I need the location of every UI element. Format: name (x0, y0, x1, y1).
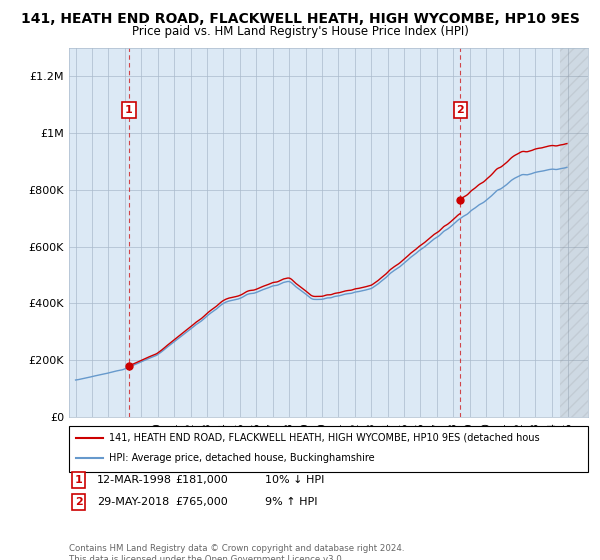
Text: HPI: Average price, detached house, Buckinghamshire: HPI: Average price, detached house, Buck… (109, 452, 375, 463)
Text: 9% ↑ HPI: 9% ↑ HPI (265, 497, 318, 507)
Text: Price paid vs. HM Land Registry's House Price Index (HPI): Price paid vs. HM Land Registry's House … (131, 25, 469, 38)
Text: 2: 2 (456, 105, 464, 115)
Text: £765,000: £765,000 (175, 497, 228, 507)
Text: £181,000: £181,000 (175, 475, 228, 485)
Text: 1: 1 (125, 105, 133, 115)
Bar (560, 48, 593, 417)
Text: 141, HEATH END ROAD, FLACKWELL HEATH, HIGH WYCOMBE, HP10 9ES (detached hous: 141, HEATH END ROAD, FLACKWELL HEATH, HI… (109, 433, 540, 443)
Text: 1: 1 (75, 475, 82, 485)
Text: 29-MAY-2018: 29-MAY-2018 (97, 497, 169, 507)
Text: 141, HEATH END ROAD, FLACKWELL HEATH, HIGH WYCOMBE, HP10 9ES: 141, HEATH END ROAD, FLACKWELL HEATH, HI… (20, 12, 580, 26)
Text: 2: 2 (75, 497, 82, 507)
Text: Contains HM Land Registry data © Crown copyright and database right 2024.
This d: Contains HM Land Registry data © Crown c… (69, 544, 404, 560)
Text: 10% ↓ HPI: 10% ↓ HPI (265, 475, 325, 485)
Text: 12-MAR-1998: 12-MAR-1998 (97, 475, 172, 485)
